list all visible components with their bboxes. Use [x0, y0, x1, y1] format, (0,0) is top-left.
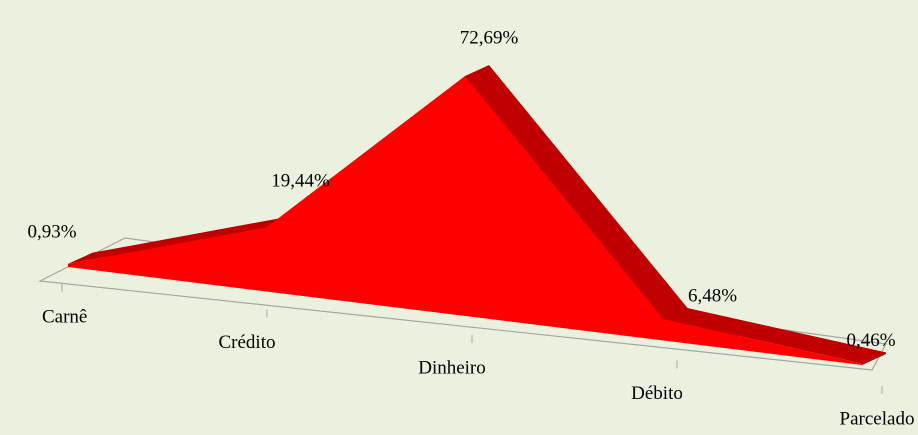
value-label: 72,69%: [460, 27, 519, 48]
x-tick-label: Dinheiro: [418, 357, 486, 378]
area-top: [465, 65, 688, 320]
x-tick-label: Carnê: [42, 306, 87, 327]
value-label: 0,46%: [846, 330, 895, 351]
x-tick-label: Débito: [631, 383, 683, 404]
value-label: 6,48%: [688, 285, 737, 306]
area-top: [68, 216, 291, 264]
value-label: 0,93%: [27, 221, 76, 242]
area-end: [862, 352, 886, 365]
x-tick-label: Parcelado: [840, 408, 915, 429]
area-top: [663, 308, 886, 364]
area-front: [68, 76, 862, 366]
value-label: 19,44%: [271, 171, 330, 192]
x-tick-label: Crédito: [219, 332, 276, 353]
